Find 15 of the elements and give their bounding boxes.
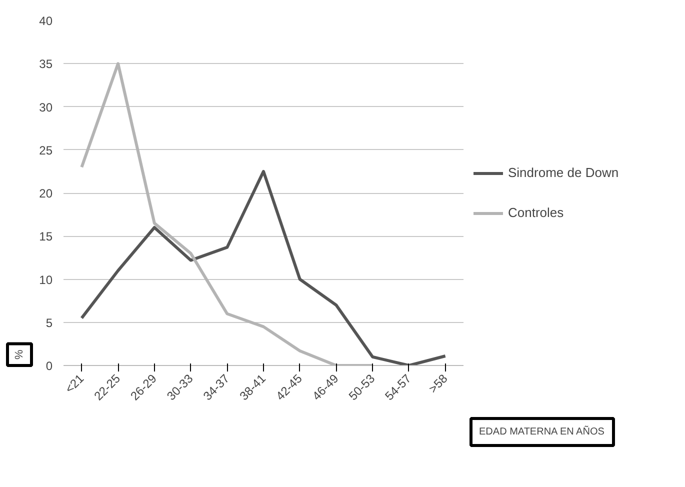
y-tick-label: 0 bbox=[46, 359, 53, 373]
y-tick-label: 10 bbox=[39, 272, 53, 287]
legend-label: Sindrome de Down bbox=[508, 165, 619, 180]
legend-label: Controles bbox=[508, 205, 564, 220]
y-tick-label: 20 bbox=[39, 186, 53, 200]
x-axis-title: EDAD MATERNA EN AÑOS bbox=[479, 426, 605, 438]
y-axis-title: % bbox=[14, 350, 26, 360]
x-tick-label: >58 bbox=[426, 371, 450, 396]
x-tick-label: <21 bbox=[62, 371, 87, 396]
y-tick-label: 15 bbox=[39, 230, 53, 244]
y-tick-label: 35 bbox=[39, 57, 53, 72]
y-tick-label: 25 bbox=[39, 143, 53, 158]
y-tick-label: 5 bbox=[46, 316, 53, 330]
y-tick-label: 40 bbox=[39, 14, 53, 28]
y-tick-label: 30 bbox=[39, 100, 53, 114]
